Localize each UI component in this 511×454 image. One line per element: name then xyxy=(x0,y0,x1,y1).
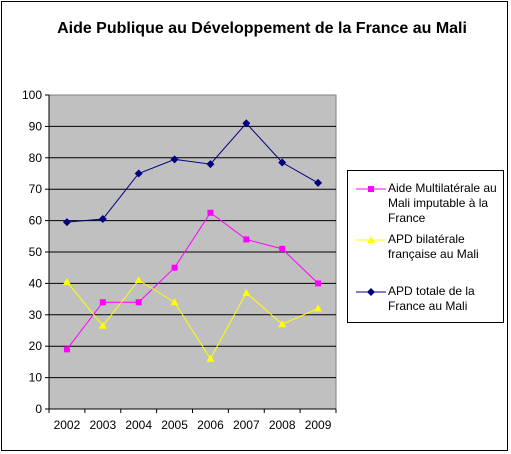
point-s0-2009 xyxy=(315,280,322,287)
x-tick-label-2006: 2006 xyxy=(197,418,224,432)
series-1 xyxy=(62,276,323,362)
point-s1-2005 xyxy=(170,298,179,306)
point-s0-2008 xyxy=(279,245,286,252)
legend-label-bilateral: APD bilatérale française au Mali xyxy=(388,232,479,261)
y-tick-label-60: 60 xyxy=(29,214,43,228)
x-axis-tick-labels: 2002 2003 2004 2005 2006 2007 2008 2009 xyxy=(54,418,332,432)
series-line-0 xyxy=(66,212,319,350)
y-tick-label-40: 40 xyxy=(29,276,43,290)
legend-swatch-diamond-icon xyxy=(356,288,386,296)
series-2 xyxy=(62,119,323,227)
point-s1-2003 xyxy=(98,321,107,329)
axes xyxy=(45,94,337,413)
legend-swatch-square-icon xyxy=(356,186,386,192)
point-s0-2007 xyxy=(243,236,250,243)
point-s1-2006 xyxy=(206,354,215,362)
point-s0-2003 xyxy=(99,299,106,306)
series-layer xyxy=(62,119,323,362)
point-s2-2008 xyxy=(278,158,287,167)
legend-label-multilateral: Aide Multilatérale au Mali imputable à l… xyxy=(388,181,497,225)
legend-label-total: APD totale de la France au Mali xyxy=(388,284,475,313)
point-s1-2008 xyxy=(278,320,287,328)
y-tick-label-70: 70 xyxy=(29,182,43,196)
chart-title: Aide Publique au Développement de la Fra… xyxy=(57,20,467,37)
y-tick-label-90: 90 xyxy=(29,119,43,133)
series-0 xyxy=(63,209,322,353)
x-tick-label-2005: 2005 xyxy=(161,418,188,432)
x-tick-label-2002: 2002 xyxy=(54,418,81,432)
x-tick-label-2003: 2003 xyxy=(89,418,116,432)
point-s1-2007 xyxy=(242,288,251,296)
point-s1-2004 xyxy=(134,276,143,284)
point-s2-2005 xyxy=(170,155,179,164)
point-s2-2003 xyxy=(98,215,107,224)
y-tick-label-80: 80 xyxy=(29,151,43,165)
point-s0-2004 xyxy=(135,299,142,306)
y-tick-label-0: 0 xyxy=(35,402,42,416)
point-s0-2006 xyxy=(207,209,214,216)
x-tick-label-2007: 2007 xyxy=(233,418,260,432)
y-tick-label-30: 30 xyxy=(29,308,43,322)
point-s2-2004 xyxy=(134,169,143,178)
point-s1-2002 xyxy=(62,277,71,285)
y-tick-label-50: 50 xyxy=(29,245,43,259)
x-tick-label-2004: 2004 xyxy=(125,418,152,432)
y-axis-tick-labels: 0 10 20 30 40 50 60 70 80 90 100 xyxy=(22,88,42,416)
point-s2-2007 xyxy=(242,119,251,128)
series-line-2 xyxy=(66,122,319,223)
point-s2-2006 xyxy=(206,160,215,169)
gridlines xyxy=(49,125,336,379)
y-tick-label-20: 20 xyxy=(29,339,43,353)
y-tick-label-10: 10 xyxy=(29,371,43,385)
y-tick-label-100: 100 xyxy=(22,88,42,102)
legend: Aide Multilatérale au Mali imputable à l… xyxy=(347,170,504,323)
point-s2-2009 xyxy=(314,178,323,187)
legend-swatch-triangle-icon xyxy=(356,236,386,243)
point-s1-2009 xyxy=(314,304,323,312)
x-tick-label-2009: 2009 xyxy=(305,418,332,432)
x-tick-label-2008: 2008 xyxy=(269,418,296,432)
series-line-1 xyxy=(66,279,319,360)
point-s0-2002 xyxy=(63,346,70,353)
point-s0-2005 xyxy=(171,264,178,271)
point-s2-2002 xyxy=(62,218,71,227)
